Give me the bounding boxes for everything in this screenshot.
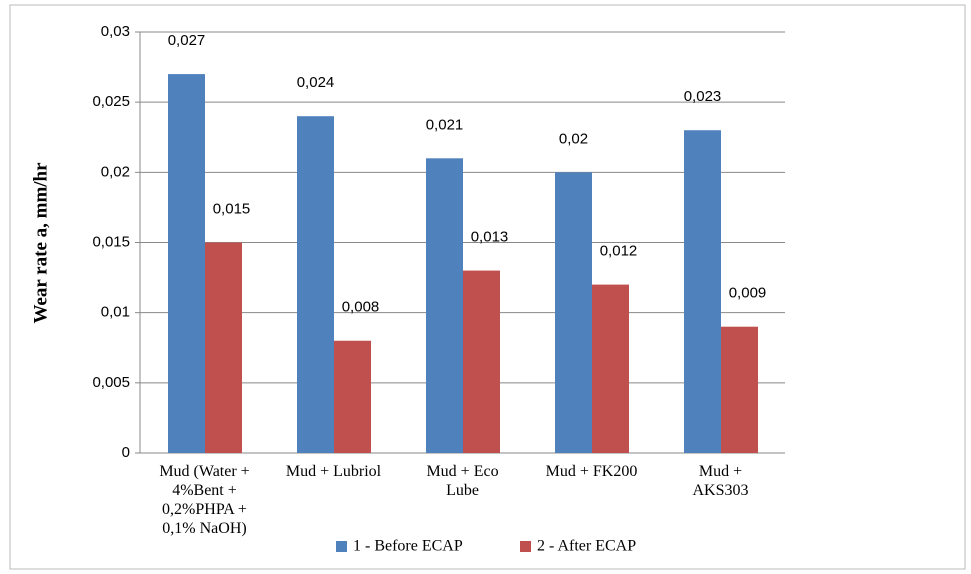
bar [205, 242, 242, 453]
value-label: 0,024 [297, 74, 335, 91]
y-tick-label: 0,01 [101, 304, 130, 321]
value-label: 0,008 [342, 299, 380, 316]
y-tick-label: 0 [122, 444, 130, 461]
bar [555, 172, 592, 454]
y-axis-label: Wear rate a, mm/hr [30, 162, 51, 324]
legend-swatch [336, 541, 347, 552]
y-tick-label: 0,015 [92, 233, 130, 250]
legend-swatch [520, 541, 531, 552]
legend-label: 2 - After ECAP [537, 538, 636, 555]
y-tick-label: 0,02 [101, 163, 130, 180]
legend-label: 1 - Before ECAP [353, 538, 463, 555]
x-tick-label: Mud + Eco Lube [426, 463, 499, 499]
x-tick-label: Mud + Lubriol [285, 463, 382, 480]
chart-border [9, 4, 966, 570]
bar [721, 326, 758, 453]
y-tick-label: 0,03 [101, 23, 130, 40]
x-tick-label: Mud + FK200 [545, 463, 638, 480]
value-label: 0,023 [684, 88, 722, 105]
bar [334, 340, 371, 453]
value-label: 0,012 [600, 243, 638, 260]
value-label: 0,009 [729, 285, 767, 302]
value-label: 0,015 [213, 200, 251, 217]
value-label: 0,013 [471, 229, 509, 246]
bar [463, 270, 500, 453]
value-label: 0,027 [168, 32, 206, 49]
value-label: 0,02 [559, 130, 588, 147]
bar [168, 74, 205, 453]
bar [684, 130, 721, 453]
x-tick-label: Mud + AKS303 [692, 463, 749, 499]
bar [592, 284, 629, 453]
value-label: 0,021 [426, 116, 464, 133]
bar [297, 116, 334, 453]
y-tick-label: 0,005 [92, 374, 130, 391]
y-tick-label: 0,025 [92, 93, 130, 110]
x-tick-label: Mud (Water + 4%Bent + 0,2%PHPA + 0,1% Na… [159, 463, 250, 537]
bar [426, 158, 463, 454]
